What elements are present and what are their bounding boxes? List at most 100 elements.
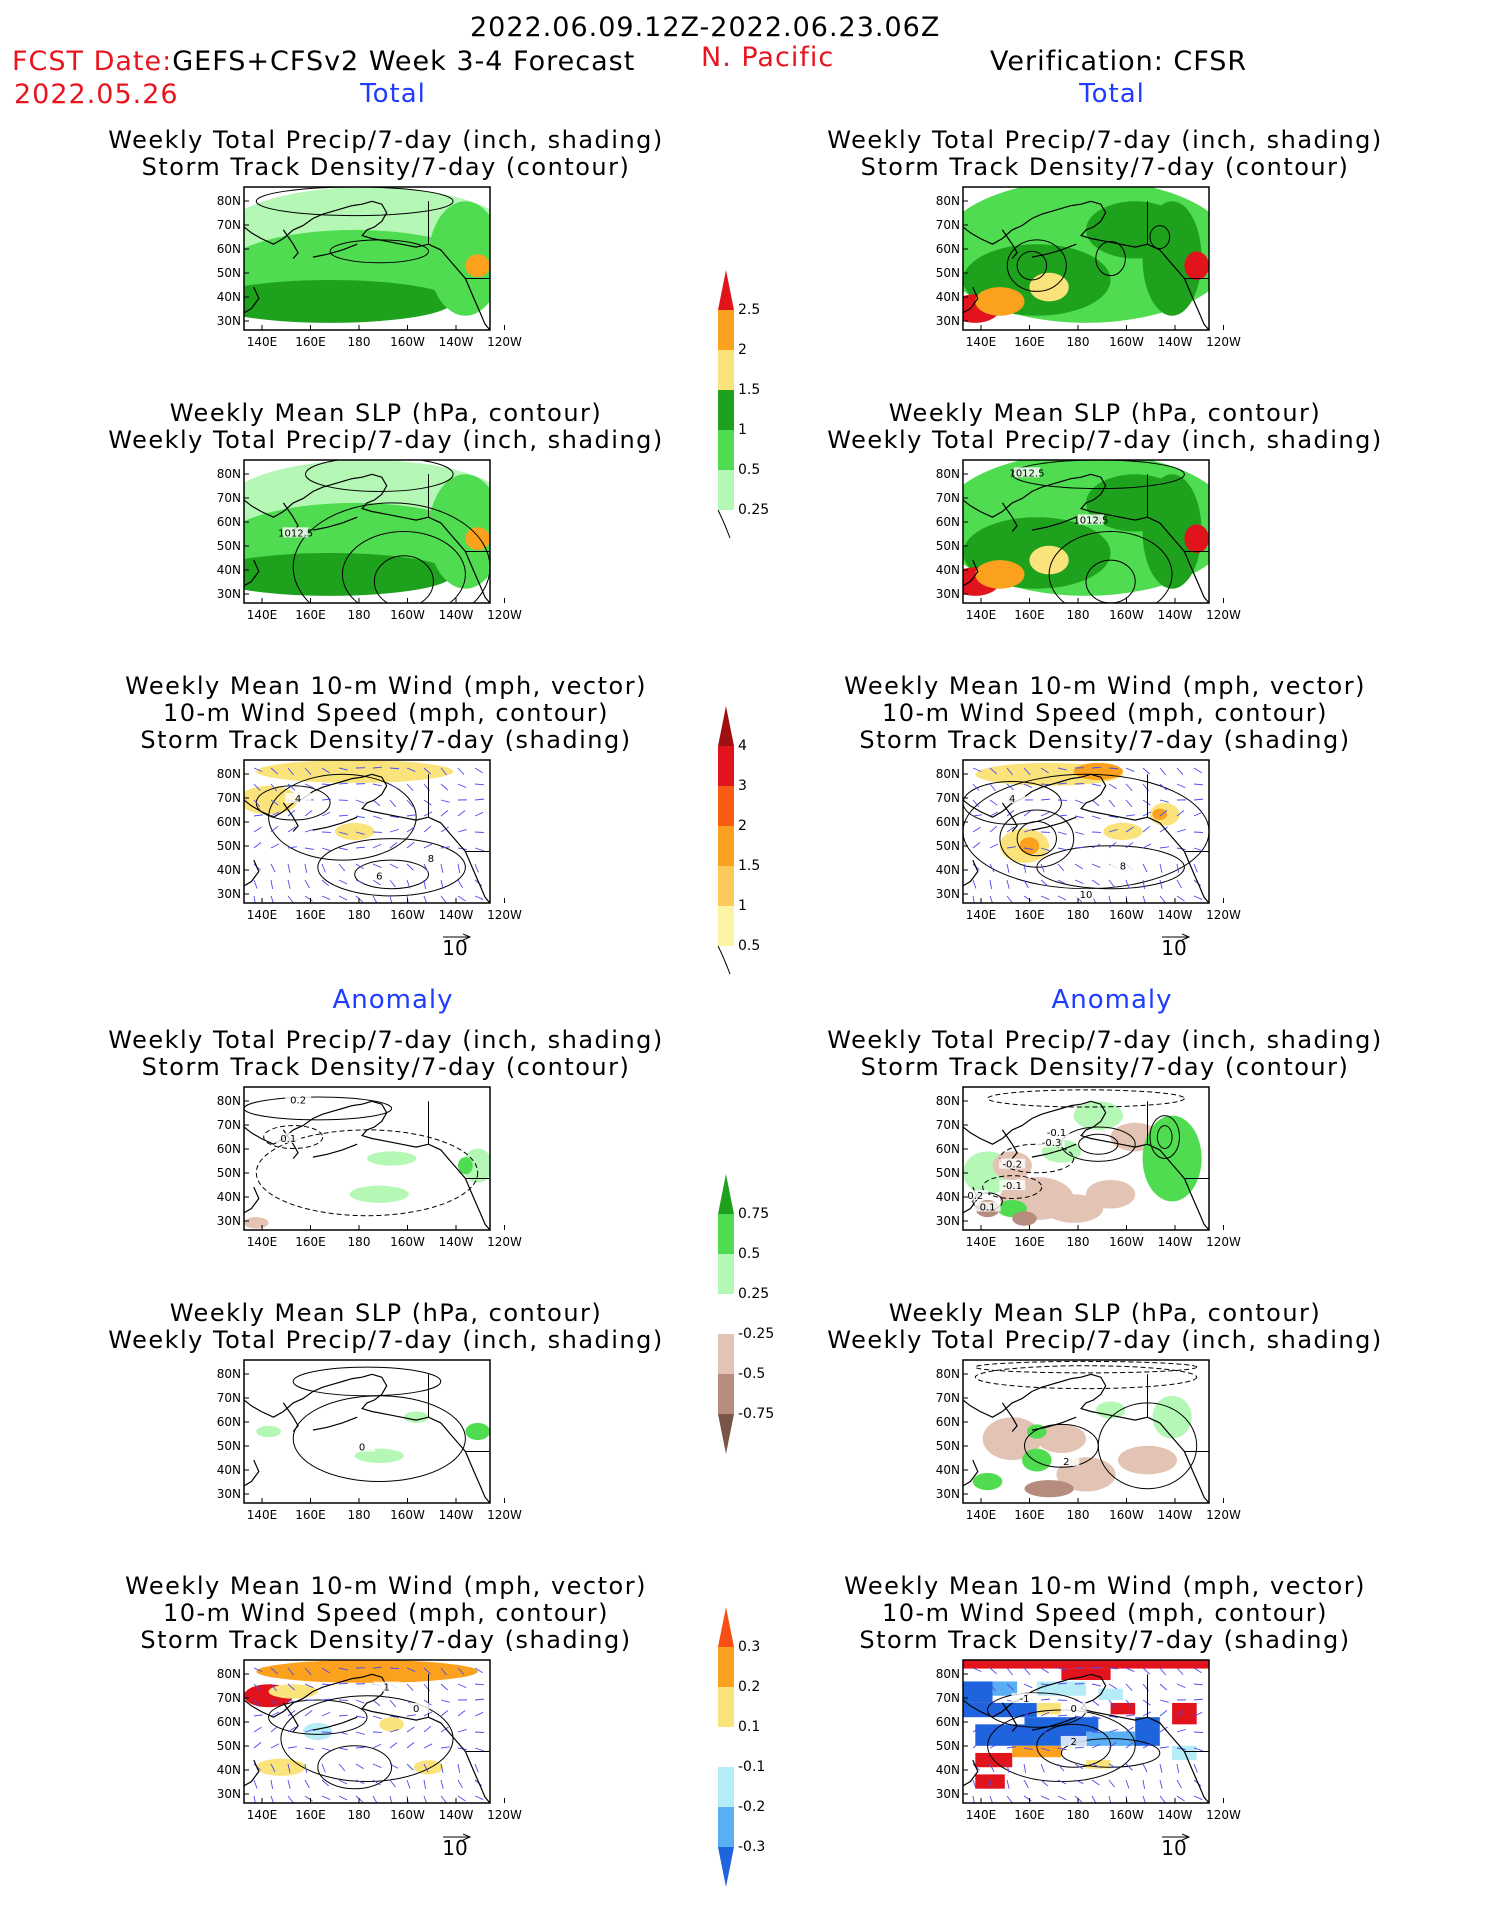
lat-tick-label: 80N [936, 467, 960, 481]
wind-vector [406, 842, 415, 849]
wind-vector [972, 1741, 981, 1749]
wind-vector [1091, 1763, 1101, 1768]
wind-vector [1006, 783, 1014, 791]
date-range-title: 2022.06.09.12Z-2022.06.23.06Z [470, 12, 941, 43]
coastline [361, 1100, 490, 1230]
wind-vector [338, 1779, 348, 1785]
wind-vector [372, 863, 382, 868]
contour-label-bg [1060, 1735, 1087, 1746]
wind-vector [389, 1699, 397, 1708]
wind-vector [1125, 1779, 1130, 1789]
wind-vector [1159, 879, 1163, 889]
shading-cell [1086, 1760, 1111, 1769]
coastline [312, 516, 358, 531]
wind-vector [355, 1779, 365, 1785]
colorbar-label: 2 [738, 342, 747, 358]
wind-vector [389, 879, 396, 888]
wind-vector [1159, 799, 1169, 803]
lon-tick-label: 160W [1109, 1508, 1144, 1522]
wind-vector [287, 767, 294, 776]
coastline [244, 286, 260, 314]
shading-patch [1117, 1445, 1178, 1475]
wind-vector [1040, 1667, 1049, 1674]
lat-tick-label: 60N [936, 242, 960, 256]
shading-patch [349, 1185, 409, 1203]
lat-tick-label: 40N [936, 1763, 960, 1777]
lon-tick-label: 140W [1158, 335, 1193, 349]
wind-vector [972, 1726, 981, 1733]
contour-label: 0 [359, 1443, 365, 1454]
contour-label-bg [1038, 1137, 1065, 1148]
wind-vector [1006, 1726, 1015, 1733]
wind-vector [1040, 1747, 1050, 1752]
contour-label: 4 [1009, 794, 1015, 805]
colorbar-tail [717, 945, 731, 975]
lat-tick-label: 70N [936, 1391, 960, 1405]
wind-vector [972, 1795, 975, 1803]
coastline [244, 1186, 260, 1214]
coastline [361, 1373, 490, 1503]
title-fc-total-precip: Weekly Total Precip/7-day (inch, shading… [108, 126, 664, 181]
lon-tick-label: 140W [439, 1508, 474, 1522]
map-fc-total-wind: 4 6 8 80N 70N 60N 50N 40N 30N 140E 160E 180 160W 140W… [217, 759, 522, 960]
wind-vector [321, 1763, 326, 1773]
wind-vector [287, 1683, 295, 1691]
wind-vector [1159, 1699, 1169, 1703]
wind-vector [406, 863, 414, 871]
contour-line [1095, 240, 1126, 277]
contour-label: 0.1 [980, 1203, 996, 1214]
wind-vector [287, 863, 291, 873]
wind-vector [1142, 1795, 1146, 1803]
wind-vector [1125, 1742, 1134, 1749]
wind-vector [1091, 1715, 1101, 1720]
wind-vector [989, 1743, 999, 1749]
wind-vector [321, 767, 330, 774]
lon-tick-label: 180 [348, 335, 371, 349]
wind-vector [304, 879, 310, 889]
wind-vector [253, 1779, 258, 1789]
wind-vector [989, 895, 993, 903]
wind-vector [474, 863, 479, 873]
lat-tick-label: 80N [936, 1094, 960, 1108]
wind-vector [287, 1763, 291, 1773]
wind-vector [338, 1795, 348, 1801]
map-ob-total-slp: 1012.5 1012.5 80N 70N 60N 50N 40N 30N 140E 160E 18… [936, 459, 1241, 622]
shading-patch [428, 201, 490, 316]
shading-layer [244, 1660, 490, 1803]
map-frame [962, 186, 1210, 331]
lat-tick-label: 40N [936, 1190, 960, 1204]
wind-vector [1108, 1779, 1115, 1788]
title-fc-anom-wind: Weekly Mean 10-m Wind (mph, vector) 10-m … [125, 1572, 647, 1654]
wind-vector [1091, 1683, 1101, 1687]
wind-vector [1040, 1711, 1050, 1717]
lat-tick-label: 30N [217, 1214, 241, 1228]
lat-tick-label: 30N [936, 314, 960, 328]
wind-vector [1091, 766, 1102, 769]
wind-vector [1023, 1747, 1033, 1750]
shading-layer [963, 187, 1209, 330]
wind-vector [1040, 798, 1051, 801]
colorbar-label: 0.25 [738, 1286, 769, 1302]
contour-line [268, 773, 417, 861]
wind-vector [1125, 814, 1135, 817]
lat-tick-label: 30N [936, 1214, 960, 1228]
contour-label: 1012.5 [278, 528, 313, 539]
wind-vector [423, 1667, 432, 1675]
lon-tick-label: 140W [439, 335, 474, 349]
title-fc-total-wind: Weekly Mean 10-m Wind (mph, vector) 10-m … [125, 672, 647, 754]
wind-vector [338, 879, 348, 885]
wind-vector [1091, 1779, 1100, 1786]
lat-tick-label: 30N [217, 1487, 241, 1501]
wind-vector [972, 1779, 977, 1789]
wind-vector [1108, 1763, 1118, 1769]
colorbar-segment [718, 746, 734, 786]
contour-label-bg [1109, 860, 1136, 871]
coastline [361, 773, 490, 903]
wind-vector [423, 863, 429, 873]
wind-vector [1108, 1742, 1117, 1749]
contour-line [987, 1089, 1185, 1108]
coastline [244, 1373, 373, 1418]
wind-vector [440, 846, 450, 849]
wind-vector [440, 810, 449, 817]
wind-vector [1074, 879, 1084, 885]
